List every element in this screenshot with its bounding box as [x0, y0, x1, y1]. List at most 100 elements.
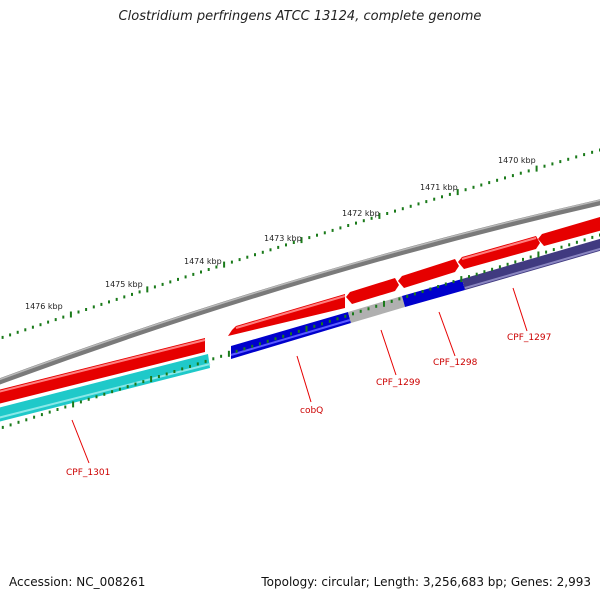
inner-tick-77 [591, 235, 594, 239]
gene-label-cpf1298[interactable]: CPF_1298 [433, 358, 478, 368]
inner-tick-38 [290, 332, 292, 336]
gene-label-cpf1301[interactable]: CPF_1301 [66, 468, 110, 478]
outer-tick-5 [31, 325, 34, 329]
inner-tick-5 [33, 415, 36, 419]
outer-tick-61 [464, 188, 467, 192]
gene-forward-3[interactable] [346, 278, 399, 304]
scale-label-1476: 1476 kbp [25, 302, 63, 311]
inner-tick-6 [40, 413, 43, 417]
gene-label-cpf1299[interactable]: CPF_1299 [376, 378, 421, 388]
outer-tick-68 [519, 171, 522, 175]
inner-tick-65 [498, 265, 501, 269]
inner-tick-37 [282, 334, 285, 338]
outer-tick-33 [246, 255, 249, 259]
accession-label: Accession: NC_008261 [9, 575, 146, 589]
inner-tick-27 [204, 359, 207, 363]
outer-tick-36 [269, 248, 272, 252]
inner-tick-64 [491, 267, 494, 271]
outer-tick-1 [1, 335, 4, 339]
gene-forward-5-shine [461, 237, 537, 260]
inner-tick-16 [118, 387, 121, 391]
gene-forward-2-shine [235, 295, 346, 329]
inner-tick-75 [575, 240, 578, 244]
outer-tick-64 [488, 181, 491, 185]
inner-tick-44 [336, 317, 339, 321]
outer-tick-39 [292, 241, 295, 244]
scale-label-1470: 1470 kbp [498, 156, 536, 165]
inner-tick-76 [583, 238, 586, 242]
outer-tick-23 [169, 280, 172, 284]
map-title: Clostridium perfringens ATCC 13124, comp… [118, 9, 482, 24]
inner-tick-48 [367, 307, 370, 311]
inner-tick-41 [313, 324, 316, 328]
outer-tick-54 [409, 204, 412, 208]
outer-tick-52 [394, 209, 396, 213]
leader-cobq [296, 355, 312, 403]
outer-tick-60 [456, 189, 459, 196]
topology-label: Topology: circular; Length: 3,256,683 bp… [261, 575, 591, 589]
gene-labels: CPF_1301 cobQ CPF_1299 CPF_1298 CPF_1297 [66, 333, 551, 478]
inner-tick-55 [421, 290, 424, 293]
outer-tick-62 [472, 185, 475, 189]
outer-tick-29 [215, 265, 218, 269]
inner-tick-23 [173, 370, 176, 373]
inner-tick-59 [452, 280, 455, 284]
outer-tick-31 [230, 260, 233, 264]
outer-tick-50 [378, 212, 381, 219]
outer-tick-4 [24, 328, 27, 332]
gene-forward-6[interactable] [538, 214, 600, 246]
inner-tick-3 [17, 420, 20, 424]
outer-tick-43 [323, 231, 326, 235]
gene-cobq-shine [230, 319, 351, 356]
inner-tick-50 [383, 300, 385, 307]
outer-tick-20 [146, 286, 149, 293]
gene-cpf1297[interactable] [462, 236, 600, 290]
forward-genes [0, 214, 600, 406]
inner-tick-26 [196, 362, 199, 366]
outer-tick-55 [417, 202, 420, 206]
outer-tick-26 [192, 272, 195, 276]
genome-backbone-highlight [0, 199, 600, 381]
inner-tick-24 [181, 367, 184, 371]
outer-tick-58 [441, 195, 443, 199]
gene-cpf1298[interactable] [402, 279, 465, 307]
inner-tick-39 [297, 329, 300, 333]
outer-tick-30 [223, 261, 226, 268]
inner-tick-45 [344, 314, 347, 318]
outer-tick-76 [583, 153, 586, 157]
inner-tick-63 [483, 270, 486, 274]
outer-tick-72 [551, 162, 554, 166]
inner-tick-17 [126, 385, 129, 389]
gene-forward-4[interactable] [398, 259, 459, 288]
outer-tick-10 [69, 311, 72, 318]
outer-tick-13 [92, 305, 95, 309]
inner-tick-19 [142, 380, 145, 384]
outer-tick-11 [77, 310, 80, 314]
inner-tick-70 [537, 251, 540, 258]
gene-label-leaders [71, 287, 528, 464]
scale-label-1475: 1475 kbp [105, 280, 143, 289]
gene-forward-1[interactable] [0, 338, 205, 406]
inner-tick-30 [227, 350, 230, 357]
gene-forward-5[interactable] [458, 236, 540, 269]
genome-backbone [0, 199, 600, 385]
inner-tick-42 [321, 322, 323, 326]
outer-tick-48 [362, 219, 365, 223]
outer-tick-66 [504, 176, 506, 180]
inner-tick-1 [1, 425, 4, 429]
inner-tick-28 [212, 357, 215, 361]
inner-tick-73 [560, 245, 563, 249]
scale-label-1471: 1471 kbp [420, 183, 458, 192]
outer-tick-69 [527, 169, 530, 173]
outer-tick-67 [511, 174, 514, 178]
outer-tick-35 [261, 250, 264, 254]
outer-tick-25 [184, 275, 187, 279]
outer-tick-71 [543, 164, 546, 168]
gene-label-cpf1297[interactable]: CPF_1297 [507, 333, 551, 343]
outer-tick-75 [575, 155, 578, 159]
gene-label-cobq[interactable]: cobQ [300, 406, 323, 416]
outer-tick-44 [331, 228, 334, 232]
outer-tick-40 [300, 237, 303, 244]
inner-tick-18 [134, 382, 137, 386]
